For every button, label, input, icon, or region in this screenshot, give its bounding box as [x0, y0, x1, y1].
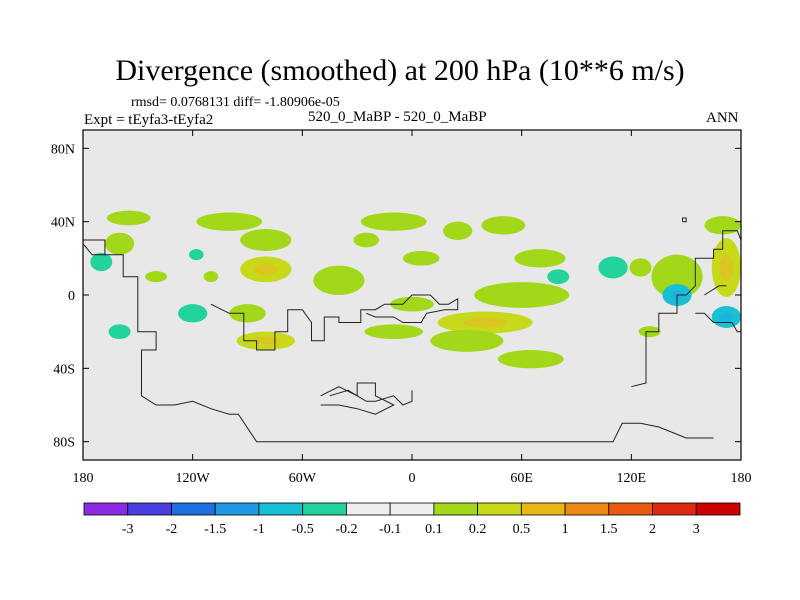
- y-tick-label-0: 80N: [51, 142, 75, 157]
- colorbar-label-11: 1.5: [600, 522, 618, 537]
- x-tick-label-6: 180: [731, 471, 752, 486]
- colorbar-box-14: [695, 502, 741, 516]
- contour-blob-3: [104, 232, 135, 255]
- colorbar-box-12: [608, 502, 653, 516]
- colorbar-label-7: 0.1: [425, 522, 443, 537]
- colorbar-label-12: 2: [649, 522, 656, 537]
- colorbar-box-4: [258, 502, 304, 516]
- expt-label: Expt = tEyfa3-tEyfa2: [84, 112, 214, 128]
- y-tick-label-3: 40S: [53, 362, 75, 377]
- contour-blob-25: [108, 324, 131, 339]
- contour-blob-14: [443, 221, 473, 240]
- x-tick-label-3: 0: [409, 471, 416, 486]
- colorbar-box-5: [302, 502, 347, 516]
- season-label: ANN: [706, 110, 739, 126]
- contour-blob-23: [364, 324, 423, 339]
- colorbar-label-3: -1: [253, 522, 265, 537]
- axis-tick-layer: 180 120W 60W 0 60E 120E 180 80N 40N 0 40S 80S: [51, 130, 752, 486]
- coastline-7: [682, 217, 687, 223]
- colorbar-box-2: [171, 502, 216, 516]
- coastline-layer: [83, 217, 741, 443]
- x-tick-label-4: 60E: [510, 471, 533, 486]
- y-tick-label-2: 0: [68, 289, 75, 304]
- x-tick-label-2: 60W: [289, 471, 317, 486]
- contour-blob-13: [390, 296, 434, 312]
- coastline-3: [320, 382, 395, 415]
- colorbar-box-6: [345, 502, 391, 516]
- contour-blob-24: [178, 304, 208, 323]
- contour-blob-2: [145, 271, 168, 283]
- chart-title: Divergence (smoothed) at 200 hPa (10**6 …: [115, 54, 685, 87]
- contour-blob-19: [430, 329, 504, 352]
- contour-core-18: [463, 317, 507, 328]
- contour-blob-0: [106, 210, 151, 226]
- colorbar-label-5: -0.2: [335, 522, 357, 537]
- contour-core-8: [254, 263, 278, 276]
- contour-blob-12: [402, 251, 440, 266]
- colorbar-box-10: [520, 502, 566, 516]
- x-tick-label-5: 120E: [617, 471, 647, 486]
- coastline-4: [329, 389, 413, 406]
- coastline-5: [631, 230, 741, 388]
- colorbar-box-3: [214, 502, 260, 516]
- contour-fill-layer: [90, 210, 741, 369]
- coastline-0: [83, 239, 714, 443]
- coastline-2: [210, 294, 459, 351]
- x-tick-label-1: 120W: [176, 471, 211, 486]
- contour-blob-9: [313, 265, 365, 296]
- rmsd-label: rmsd= 0.0768131 diff= -1.80906e-05: [131, 95, 340, 110]
- contour-blob-11: [360, 212, 427, 231]
- contour-blob-32: [704, 216, 741, 235]
- y-tick-label-1: 40N: [51, 216, 75, 231]
- contour-blob-33: [629, 258, 652, 277]
- contour-core-22: [252, 336, 279, 345]
- colorbar-box-1: [127, 502, 172, 516]
- colorbar-label-8: 0.2: [469, 522, 487, 537]
- contour-blob-1: [90, 252, 113, 272]
- colorbar-box-11: [564, 502, 610, 516]
- x-tick-label-0: 180: [73, 471, 94, 486]
- coastline-8: [704, 285, 727, 296]
- coastline-1: [83, 243, 105, 256]
- contour-blob-15: [481, 216, 526, 235]
- colorbar-label-2: -1.5: [204, 522, 226, 537]
- contour-blob-10: [353, 232, 380, 248]
- y-tick-label-4: 80S: [53, 436, 75, 451]
- colorbar-label-4: -0.5: [292, 522, 314, 537]
- contour-blob-27: [598, 256, 628, 279]
- contour-blob-6: [196, 212, 263, 231]
- contour-core-31: [719, 312, 733, 322]
- contour-blob-7: [240, 229, 292, 251]
- contour-blob-17: [474, 282, 570, 308]
- contour-blob-4: [189, 249, 204, 261]
- colorbar: -3 -2 -1.5 -1 -0.5 -0.2 -0.1 0.1 0.2 0.5 1 1.5 2 3: [83, 502, 741, 537]
- colorbar-box-0: [83, 502, 129, 516]
- colorbar-box-7: [389, 502, 435, 516]
- colorbar-box-9: [477, 502, 522, 516]
- colorbar-box-8: [433, 502, 479, 516]
- case-label: 520_0_MaBP - 520_0_MaBP: [308, 109, 487, 125]
- colorbar-label-9: 0.5: [513, 522, 531, 537]
- contour-blob-21: [229, 304, 266, 323]
- contour-blob-5: [203, 271, 219, 283]
- contour-blob-20: [497, 350, 564, 369]
- colorbar-label-13: 3: [693, 522, 700, 537]
- colorbar-label-1: -2: [166, 522, 178, 537]
- colorbar-label-6: -0.1: [379, 522, 401, 537]
- colorbar-label-10: 1: [562, 522, 569, 537]
- colorbar-box-13: [652, 502, 697, 516]
- colorbar-label-0: -3: [122, 522, 134, 537]
- contour-blob-26: [547, 269, 570, 284]
- coastline-6: [695, 312, 741, 333]
- contour-blob-16: [514, 249, 566, 268]
- contour-blob-28: [651, 254, 703, 299]
- contour-core-30: [719, 254, 733, 281]
